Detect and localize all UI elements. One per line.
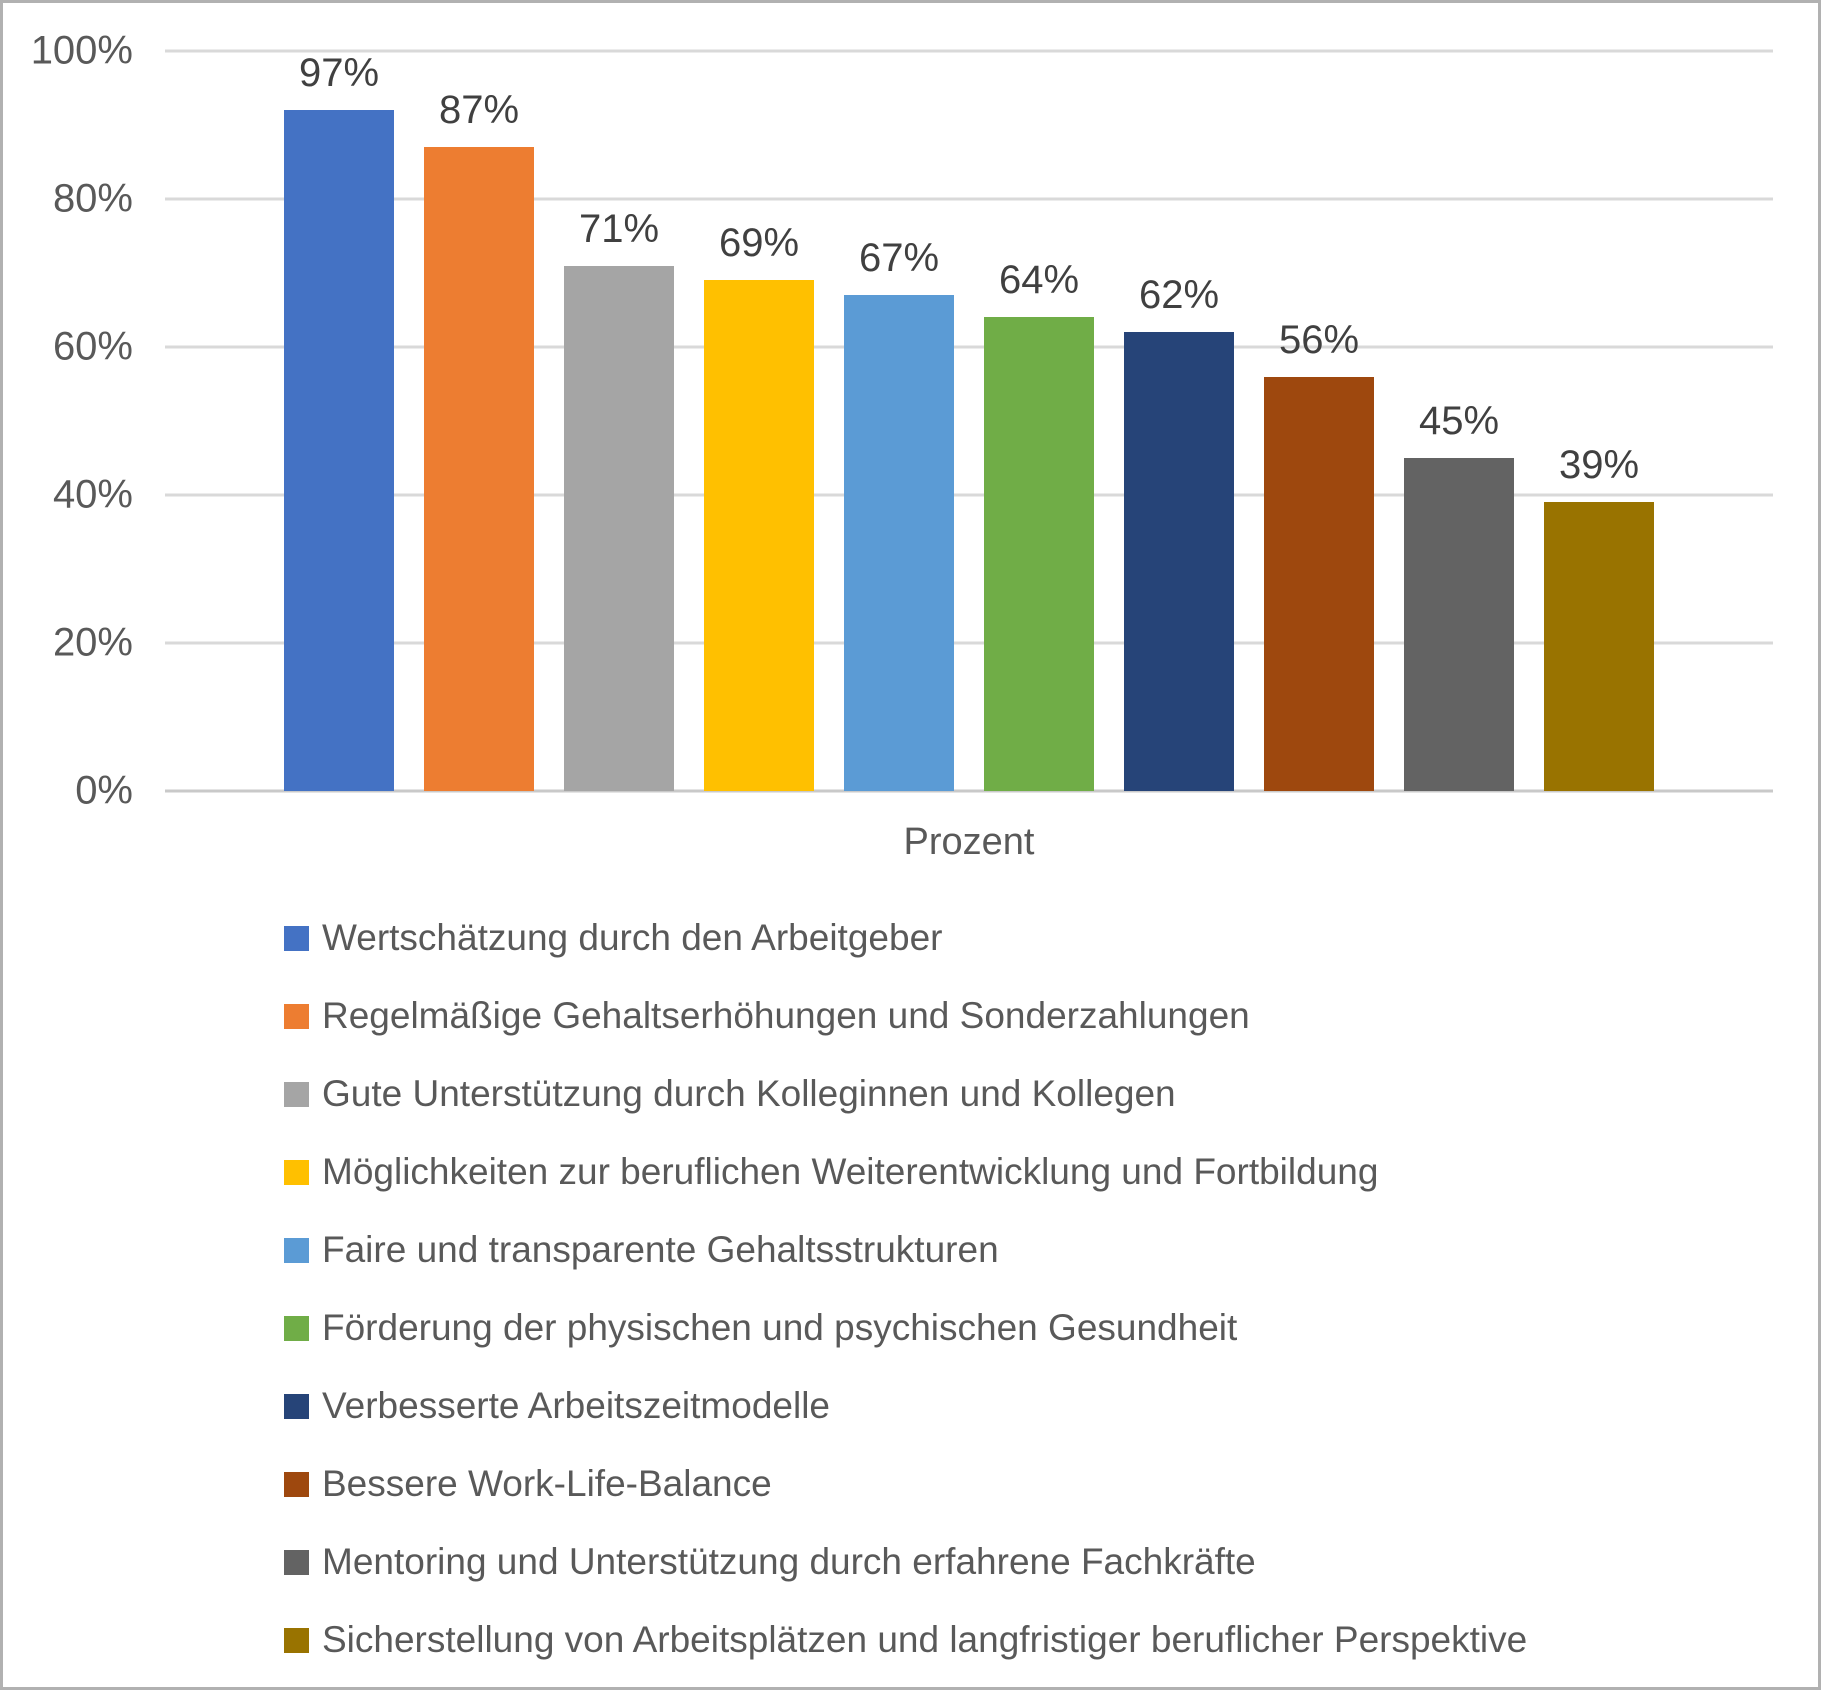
gridline-80% (165, 197, 1773, 201)
y-tick-label-80%: 80% (52, 176, 133, 221)
legend-item[interactable]: Regelmäßige Gehaltserhöhungen und Sonder… (284, 977, 1527, 1055)
legend-label: Regelmäßige Gehaltserhöhungen und Sonder… (322, 995, 1250, 1036)
legend-swatch-icon (284, 1081, 309, 1107)
plot-area (165, 49, 1773, 793)
gridline-100% (165, 49, 1773, 53)
bar[interactable] (1544, 502, 1654, 791)
legend-item[interactable]: Verbesserte Arbeitszeitmodelle (284, 1367, 1527, 1445)
bar[interactable] (284, 110, 394, 791)
gridline-20% (165, 641, 1773, 645)
legend-label: Faire und transparente Gehaltsstrukturen (322, 1229, 999, 1270)
data-label: 67% (858, 236, 940, 281)
bar-group: 69% (704, 51, 814, 791)
gridline-60% (165, 345, 1773, 349)
legend: Wertschätzung durch den Arbeitgeber Regel… (284, 899, 1527, 1679)
legend-item[interactable]: Wertschätzung durch den Arbeitgeber (284, 899, 1527, 977)
x-axis-line (165, 789, 1773, 793)
legend-label: Wertschätzung durch den Arbeitgeber (322, 917, 943, 958)
y-tick-label-100%: 100% (30, 28, 133, 73)
bar[interactable] (1404, 458, 1514, 791)
bar[interactable] (844, 295, 954, 791)
data-label: 87% (438, 88, 520, 133)
data-label: 64% (998, 258, 1080, 303)
bar[interactable] (1124, 332, 1234, 791)
legend-swatch-icon (284, 1549, 309, 1575)
legend-label: Förderung der physischen und psychischen… (322, 1307, 1238, 1348)
y-tick-label-40%: 40% (52, 472, 133, 517)
bar-group: 45% (1404, 51, 1514, 791)
y-tick-label-60%: 60% (52, 324, 133, 369)
data-label: 39% (1558, 443, 1640, 488)
legend-item[interactable]: Bessere Work-Life-Balance (284, 1445, 1527, 1523)
legend-swatch-icon (284, 1237, 309, 1263)
x-axis-title: Prozent (903, 821, 1035, 863)
bar-group: 87% (424, 51, 534, 791)
legend-label: Bessere Work-Life-Balance (322, 1463, 772, 1504)
data-label: 56% (1278, 317, 1360, 362)
legend-item[interactable]: Sicherstellung von Arbeitsplätzen und la… (284, 1601, 1527, 1679)
gridline-40% (165, 493, 1773, 497)
y-tick-label-20%: 20% (52, 620, 133, 665)
bar[interactable] (984, 317, 1094, 791)
legend-item[interactable]: Faire und transparente Gehaltsstrukturen (284, 1211, 1527, 1289)
bar[interactable] (564, 265, 674, 791)
y-axis-tick-labels: 0% 20% 40% 60% 80% 100% (21, 29, 133, 813)
bar-group: 64% (984, 51, 1094, 791)
data-label: 45% (1418, 399, 1500, 443)
legend-swatch-icon (284, 1393, 309, 1419)
legend-item[interactable]: Gute Unterstützung durch Kolleginnen und… (284, 1055, 1527, 1133)
bar-group: 67% (844, 51, 954, 791)
legend-label: Möglichkeiten zur beruflichen Weiterentw… (322, 1151, 1379, 1192)
data-label: 62% (1138, 273, 1220, 318)
data-label: 71% (578, 206, 660, 251)
bar-series-container: 97% 87% 71% 69% 67% 64% 62% 56% 45% 39% (165, 51, 1773, 791)
bar-group: 39% (1544, 51, 1654, 791)
bar[interactable] (704, 280, 814, 791)
bar[interactable] (1264, 376, 1374, 791)
legend-item[interactable]: Förderung der physischen und psychischen… (284, 1289, 1527, 1367)
bar-group: 56% (1264, 51, 1374, 791)
legend-label: Gute Unterstützung durch Kolleginnen und… (322, 1073, 1176, 1114)
y-tick-label-0%: 0% (75, 768, 133, 813)
legend-swatch-icon (284, 1003, 309, 1029)
legend-item[interactable]: Mentoring und Unterstützung durch erfahr… (284, 1523, 1527, 1601)
data-label: 69% (718, 221, 800, 266)
legend-label: Sicherstellung von Arbeitsplätzen und la… (322, 1619, 1528, 1660)
legend-swatch-icon (284, 1471, 309, 1497)
legend-swatch-icon (284, 1159, 309, 1185)
bar-group: 62% (1124, 51, 1234, 791)
data-label: 97% (298, 51, 380, 95)
legend-label: Mentoring und Unterstützung durch erfahr… (322, 1541, 1256, 1582)
bar[interactable] (424, 147, 534, 791)
legend-swatch-icon (284, 1315, 309, 1341)
legend-swatch-icon (284, 1627, 309, 1653)
bar-group: 97% (284, 51, 394, 791)
legend-swatch-icon (284, 925, 309, 951)
bar-group: 71% (564, 51, 674, 791)
legend-label: Verbesserte Arbeitszeitmodelle (322, 1385, 830, 1426)
legend-item[interactable]: Möglichkeiten zur beruflichen Weiterentw… (284, 1133, 1527, 1211)
